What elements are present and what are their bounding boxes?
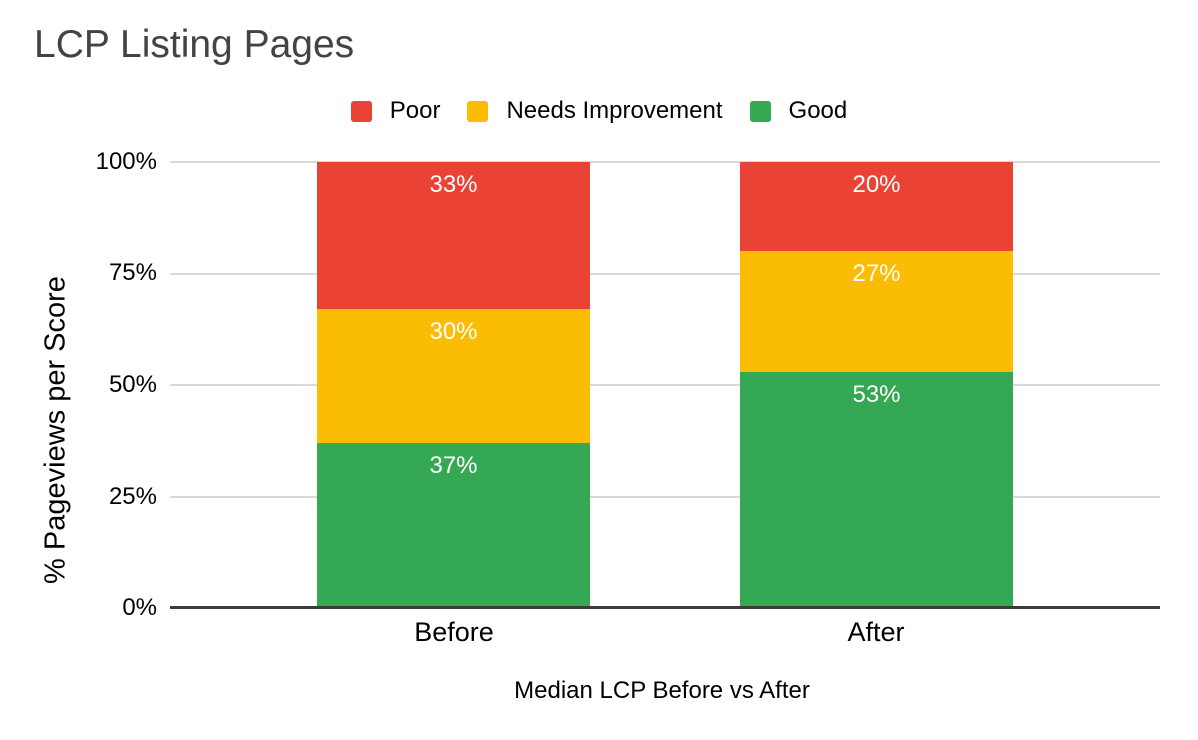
gridline-75 <box>170 272 1160 275</box>
bar-segment-before-needs-improvement: 30% <box>317 309 590 443</box>
y-axis-title: % Pageviews per Score <box>39 276 72 584</box>
legend-item-good: Good <box>749 97 848 125</box>
legend-label-good: Good <box>788 97 848 124</box>
legend: Poor Needs Improvement Good <box>0 97 1198 125</box>
legend-swatch-good <box>749 100 771 122</box>
gridline-25 <box>170 495 1160 498</box>
bar-segment-value-label: 37% <box>429 451 478 479</box>
bar-before: 33% 30% 37% <box>317 162 590 608</box>
legend-item-poor: Poor <box>350 97 441 125</box>
bar-segment-value-label: 53% <box>852 380 901 408</box>
legend-item-needs-improvement: Needs Improvement <box>467 97 723 125</box>
y-tick-25: 25% <box>108 483 157 510</box>
plot-area: 33% 30% 37% 20% 27% 53% <box>170 161 1160 609</box>
bar-segment-value-label: 27% <box>852 260 901 288</box>
bar-segment-after-poor: 20% <box>740 162 1013 252</box>
bar-after: 20% 27% 53% <box>740 162 1013 608</box>
x-category-after: After <box>847 617 905 647</box>
legend-swatch-poor <box>350 100 372 122</box>
bar-segment-value-label: 33% <box>429 171 478 198</box>
gridline-100 <box>170 161 1160 163</box>
bar-segment-before-poor: 33% <box>317 162 590 310</box>
chart-title: LCP Listing Pages <box>34 23 355 66</box>
bar-segment-before-good: 37% <box>317 442 590 608</box>
x-category-before: Before <box>414 617 494 647</box>
legend-label-poor: Poor <box>389 97 441 124</box>
legend-swatch-needs-improvement <box>467 100 489 122</box>
x-axis-line <box>170 606 1160 609</box>
y-tick-0: 0% <box>122 594 157 621</box>
bar-segment-after-needs-improvement: 27% <box>740 251 1013 372</box>
bar-segment-value-label: 30% <box>429 318 478 346</box>
x-axis-title: Median LCP Before vs After <box>514 677 810 704</box>
bar-segment-after-good: 53% <box>740 371 1013 608</box>
legend-label-needs-improvement: Needs Improvement <box>506 97 723 124</box>
y-tick-100: 100% <box>95 148 157 175</box>
gridline-50 <box>170 384 1160 386</box>
y-tick-75: 75% <box>108 259 157 286</box>
y-tick-50: 50% <box>108 371 157 398</box>
bar-segment-value-label: 20% <box>852 171 901 198</box>
